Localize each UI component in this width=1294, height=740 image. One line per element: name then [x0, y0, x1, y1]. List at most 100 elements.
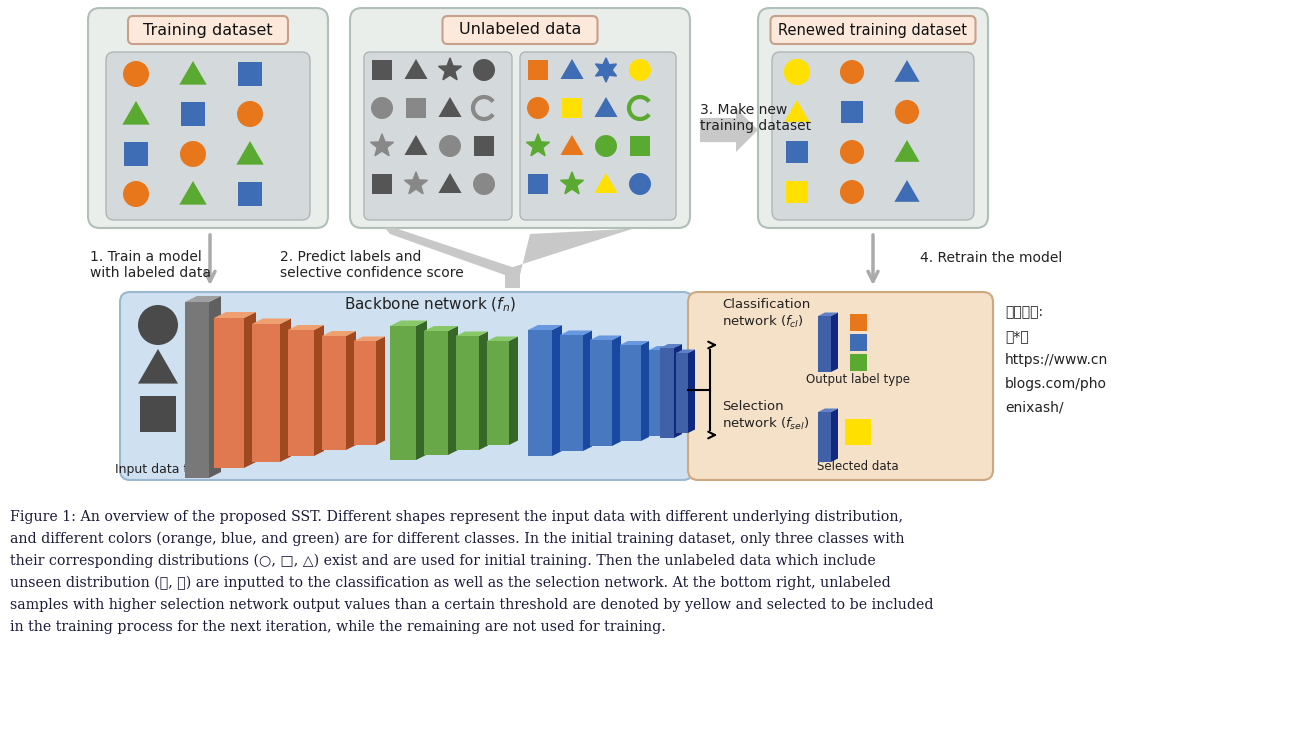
- Polygon shape: [560, 135, 584, 155]
- Text: in the training process for the next iteration, while the remaining are not used: in the training process for the next ite…: [10, 620, 666, 634]
- FancyBboxPatch shape: [773, 52, 974, 220]
- FancyBboxPatch shape: [364, 52, 512, 220]
- Polygon shape: [660, 348, 674, 438]
- Circle shape: [840, 180, 864, 204]
- Polygon shape: [289, 325, 324, 330]
- Bar: [841, 101, 863, 124]
- Polygon shape: [487, 337, 518, 341]
- Polygon shape: [322, 336, 345, 450]
- FancyBboxPatch shape: [443, 16, 598, 44]
- FancyBboxPatch shape: [758, 8, 989, 228]
- Polygon shape: [560, 335, 584, 451]
- Polygon shape: [688, 349, 695, 433]
- Bar: [849, 314, 867, 331]
- Polygon shape: [641, 341, 650, 441]
- Polygon shape: [509, 337, 518, 445]
- Bar: [528, 59, 549, 81]
- Polygon shape: [355, 341, 377, 445]
- Text: Selected data: Selected data: [818, 460, 899, 473]
- Polygon shape: [700, 108, 758, 152]
- Circle shape: [371, 97, 393, 119]
- FancyBboxPatch shape: [128, 16, 289, 44]
- Polygon shape: [894, 180, 920, 202]
- Bar: [371, 59, 392, 81]
- Text: their corresponding distributions (○, □, △) exist and are used for initial train: their corresponding distributions (○, □,…: [10, 554, 876, 568]
- Circle shape: [840, 60, 864, 84]
- Polygon shape: [377, 337, 386, 445]
- Circle shape: [138, 305, 179, 345]
- FancyBboxPatch shape: [349, 8, 690, 228]
- Circle shape: [474, 173, 496, 195]
- Bar: [528, 174, 549, 195]
- Polygon shape: [590, 340, 612, 446]
- Polygon shape: [650, 346, 677, 350]
- FancyBboxPatch shape: [120, 292, 694, 480]
- Bar: [474, 135, 494, 156]
- Circle shape: [474, 59, 496, 81]
- Polygon shape: [180, 61, 207, 84]
- Polygon shape: [894, 60, 920, 82]
- Polygon shape: [660, 344, 682, 348]
- Polygon shape: [448, 326, 458, 455]
- Polygon shape: [818, 408, 839, 412]
- Polygon shape: [389, 320, 427, 326]
- Bar: [785, 141, 809, 164]
- Text: Training dataset: Training dataset: [144, 22, 273, 38]
- Circle shape: [784, 58, 810, 85]
- Bar: [238, 61, 263, 87]
- Text: 1. Train a model
with labeled data: 1. Train a model with labeled data: [91, 250, 211, 280]
- Polygon shape: [479, 332, 488, 450]
- Polygon shape: [405, 59, 427, 79]
- Polygon shape: [405, 135, 427, 155]
- Bar: [849, 354, 867, 371]
- Polygon shape: [590, 335, 621, 340]
- Text: Output label type: Output label type: [806, 374, 910, 386]
- Bar: [845, 419, 871, 445]
- Polygon shape: [322, 331, 356, 336]
- Polygon shape: [510, 228, 644, 288]
- Text: Backbone network ($f_n$): Backbone network ($f_n$): [344, 296, 516, 314]
- Text: Renewed training dataset: Renewed training dataset: [779, 22, 968, 38]
- Polygon shape: [818, 316, 831, 372]
- Polygon shape: [528, 330, 553, 456]
- Polygon shape: [424, 326, 458, 331]
- Circle shape: [237, 101, 263, 127]
- Polygon shape: [424, 331, 448, 455]
- Polygon shape: [355, 337, 386, 341]
- FancyBboxPatch shape: [688, 292, 992, 480]
- Polygon shape: [584, 331, 591, 451]
- Polygon shape: [289, 330, 314, 456]
- Polygon shape: [252, 318, 291, 324]
- Polygon shape: [123, 101, 150, 124]
- Polygon shape: [831, 408, 839, 462]
- Polygon shape: [818, 412, 831, 462]
- Text: Figure 1: An overview of the proposed SST. Different shapes represent the input : Figure 1: An overview of the proposed SS…: [10, 510, 903, 524]
- Polygon shape: [560, 172, 584, 194]
- Polygon shape: [553, 325, 562, 456]
- Polygon shape: [595, 58, 616, 82]
- Text: Input data type: Input data type: [115, 463, 211, 477]
- Polygon shape: [674, 344, 682, 438]
- Polygon shape: [280, 318, 291, 462]
- Circle shape: [629, 59, 651, 81]
- Polygon shape: [210, 296, 221, 478]
- Text: 3. Make new
training dataset: 3. Make new training dataset: [700, 103, 811, 133]
- Bar: [630, 135, 651, 156]
- FancyBboxPatch shape: [770, 16, 976, 44]
- Polygon shape: [415, 320, 427, 460]
- Polygon shape: [185, 296, 221, 302]
- Bar: [562, 98, 582, 118]
- Polygon shape: [314, 325, 324, 456]
- Polygon shape: [345, 331, 356, 450]
- Text: Classification
network ($f_{cl}$): Classification network ($f_{cl}$): [722, 298, 810, 330]
- Polygon shape: [675, 349, 695, 353]
- Text: and different colors (orange, blue, and green) are for different classes. In the: and different colors (orange, blue, and …: [10, 532, 905, 546]
- Polygon shape: [818, 312, 839, 316]
- Polygon shape: [214, 318, 245, 468]
- FancyBboxPatch shape: [106, 52, 311, 220]
- FancyBboxPatch shape: [520, 52, 675, 220]
- Text: Selection
network ($f_{sel}$): Selection network ($f_{sel}$): [722, 400, 809, 431]
- Polygon shape: [214, 312, 256, 318]
- Polygon shape: [594, 173, 617, 193]
- Polygon shape: [528, 325, 562, 330]
